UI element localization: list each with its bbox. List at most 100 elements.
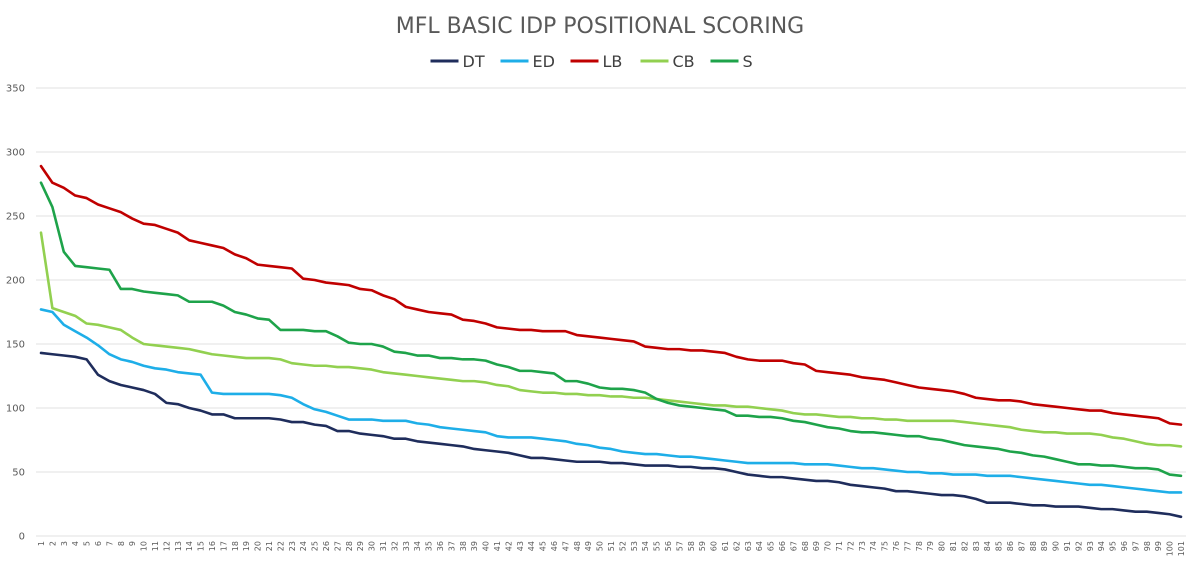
x-tick-label: 90 — [1052, 541, 1061, 551]
x-tick-label: 12 — [162, 541, 171, 551]
chart-legend: DT ED LB CB S — [430, 52, 753, 71]
x-tick-label: 42 — [504, 541, 513, 551]
x-tick-label: 8 — [117, 541, 126, 546]
x-tick-label: 19 — [242, 541, 251, 551]
x-tick-label: 65 — [767, 541, 776, 551]
x-tick-label: 92 — [1074, 541, 1083, 551]
x-tick-label: 61 — [721, 541, 730, 551]
chart-title: MFL BASIC IDP POSITIONAL SCORING — [396, 14, 804, 39]
series-lines — [39, 164, 1183, 519]
x-tick-label: 24 — [299, 541, 308, 551]
x-tick-label: 63 — [744, 541, 753, 551]
x-tick-label: 40 — [482, 541, 491, 551]
x-tick-label: 49 — [584, 541, 593, 551]
y-tick-label: 350 — [6, 84, 25, 95]
x-tick-label: 29 — [356, 541, 365, 551]
x-tick-label: 35 — [425, 541, 434, 551]
x-tick-label: 77 — [903, 541, 912, 551]
x-tick-label: 4 — [71, 541, 80, 546]
series-line-s — [39, 181, 1183, 478]
x-tick-label: 38 — [459, 541, 468, 551]
x-tick-label: 20 — [254, 541, 263, 551]
x-tick-label: 101 — [1177, 541, 1186, 556]
x-tick-label: 46 — [550, 541, 559, 551]
x-tick-label: 82 — [960, 541, 969, 551]
x-tick-label: 59 — [698, 541, 707, 551]
x-tick-label: 75 — [881, 541, 890, 551]
x-tick-label: 10 — [140, 541, 149, 551]
x-tick-label: 78 — [915, 541, 924, 551]
x-tick-label: 6 — [94, 541, 103, 546]
x-tick-label: 76 — [892, 541, 901, 551]
x-tick-label: 2 — [48, 541, 57, 546]
x-tick-label: 31 — [379, 541, 388, 551]
x-axis: 1 2 3 4 5 6 7 8 9 10 11 12 13 14 15 16 17 18 19 20 21 22 23 24 2… — [37, 541, 1186, 556]
x-tick-label: 95 — [1109, 541, 1118, 551]
x-tick-label: 9 — [128, 541, 137, 546]
x-tick-label: 30 — [368, 541, 377, 551]
x-tick-label: 93 — [1086, 541, 1095, 551]
x-tick-label: 17 — [219, 541, 228, 551]
x-tick-label: 45 — [539, 541, 548, 551]
x-tick-label: 16 — [208, 541, 217, 551]
x-tick-label: 7 — [105, 541, 114, 546]
x-tick-label: 28 — [345, 541, 354, 551]
x-tick-label: 87 — [1017, 541, 1026, 551]
y-tick-label: 300 — [6, 148, 25, 159]
x-tick-label: 80 — [938, 541, 947, 551]
x-tick-label: 94 — [1097, 541, 1106, 551]
legend-item-ed: ED — [500, 52, 555, 71]
x-tick-label: 26 — [322, 541, 331, 551]
legend-label: DT — [463, 52, 485, 71]
x-tick-label: 85 — [995, 541, 1004, 551]
x-tick-label: 14 — [185, 541, 194, 551]
legend-label: ED — [533, 52, 555, 71]
x-tick-label: 60 — [710, 541, 719, 551]
x-tick-label: 96 — [1120, 541, 1129, 551]
x-tick-label: 74 — [869, 541, 878, 551]
x-tick-label: 89 — [1040, 541, 1049, 551]
x-tick-label: 27 — [333, 541, 342, 551]
x-tick-label: 73 — [858, 541, 867, 551]
x-tick-label: 54 — [641, 541, 650, 551]
legend-item-dt: DT — [430, 52, 485, 71]
x-tick-label: 18 — [231, 541, 240, 551]
x-tick-label: 98 — [1143, 541, 1152, 551]
legend-label: LB — [603, 52, 623, 71]
x-tick-label: 91 — [1063, 541, 1072, 551]
x-tick-label: 44 — [527, 541, 536, 551]
x-tick-label: 32 — [390, 541, 399, 551]
x-tick-label: 5 — [83, 541, 92, 546]
x-tick-label: 68 — [801, 541, 810, 551]
x-tick-label: 56 — [664, 541, 673, 551]
x-tick-label: 25 — [311, 541, 320, 551]
x-tick-label: 3 — [60, 541, 69, 546]
legend-item-cb: CB — [640, 52, 695, 71]
gridlines — [36, 87, 1186, 537]
x-tick-label: 1 — [37, 541, 46, 546]
y-tick-label: 100 — [6, 404, 25, 415]
x-tick-label: 50 — [596, 541, 605, 551]
x-tick-label: 15 — [197, 541, 206, 551]
x-tick-label: 71 — [835, 541, 844, 551]
x-tick-label: 39 — [470, 541, 479, 551]
x-tick-label: 23 — [288, 541, 297, 551]
x-tick-label: 99 — [1154, 541, 1163, 551]
x-tick-label: 51 — [607, 541, 616, 551]
legend-item-lb: LB — [570, 52, 623, 71]
x-tick-label: 79 — [926, 541, 935, 551]
legend-label: CB — [673, 52, 695, 71]
x-tick-label: 57 — [675, 541, 684, 551]
y-tick-label: 150 — [6, 340, 25, 351]
x-tick-label: 43 — [516, 541, 525, 551]
y-tick-label: 200 — [6, 276, 25, 287]
x-tick-label: 41 — [493, 541, 502, 551]
series-line-lb — [39, 164, 1183, 426]
x-tick-label: 52 — [618, 541, 627, 551]
x-tick-label: 81 — [949, 541, 958, 551]
x-tick-label: 86 — [1006, 541, 1015, 551]
y-axis: 0 50 100 150 200 250 300 350 — [6, 84, 25, 543]
x-tick-label: 69 — [812, 541, 821, 551]
x-tick-label: 21 — [265, 541, 274, 551]
series-line-dt — [39, 351, 1183, 519]
